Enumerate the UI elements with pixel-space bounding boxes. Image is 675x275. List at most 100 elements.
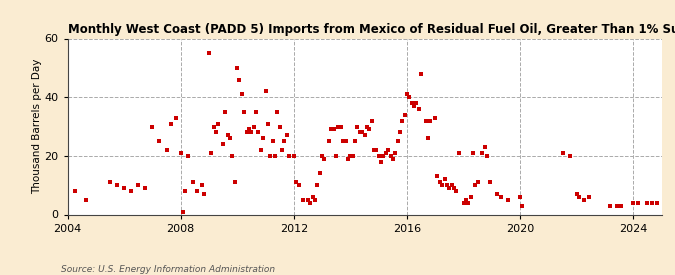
Point: [329, 127, 340, 132]
Point: [223, 133, 234, 138]
Point: [647, 200, 657, 205]
Point: [628, 200, 639, 205]
Point: [230, 180, 240, 185]
Point: [198, 192, 209, 196]
Point: [326, 127, 337, 132]
Point: [267, 139, 278, 143]
Point: [383, 148, 394, 152]
Point: [400, 112, 410, 117]
Point: [612, 204, 622, 208]
Point: [69, 189, 80, 193]
Point: [255, 148, 266, 152]
Point: [385, 154, 396, 158]
Point: [220, 110, 231, 114]
Point: [451, 189, 462, 193]
Point: [361, 124, 372, 129]
Point: [470, 183, 481, 187]
Point: [491, 192, 502, 196]
Point: [206, 151, 217, 155]
Point: [477, 151, 488, 155]
Point: [413, 107, 424, 111]
Point: [441, 183, 452, 187]
Point: [253, 130, 264, 134]
Point: [293, 183, 304, 187]
Point: [217, 142, 228, 146]
Point: [170, 116, 181, 120]
Point: [310, 198, 321, 202]
Point: [340, 139, 351, 143]
Point: [375, 160, 386, 164]
Point: [239, 110, 250, 114]
Point: [481, 154, 492, 158]
Point: [315, 171, 325, 176]
Point: [359, 133, 370, 138]
Point: [408, 104, 419, 108]
Point: [192, 189, 202, 193]
Point: [234, 77, 245, 82]
Point: [274, 124, 285, 129]
Point: [111, 183, 122, 187]
Point: [583, 195, 594, 199]
Point: [574, 195, 585, 199]
Point: [495, 195, 506, 199]
Point: [263, 121, 273, 126]
Point: [324, 139, 335, 143]
Point: [248, 124, 259, 129]
Point: [213, 121, 223, 126]
Point: [463, 200, 474, 205]
Point: [258, 136, 269, 141]
Point: [380, 151, 391, 155]
Point: [454, 151, 464, 155]
Point: [557, 151, 568, 155]
Point: [373, 154, 384, 158]
Point: [154, 139, 165, 143]
Point: [279, 139, 290, 143]
Point: [357, 130, 368, 134]
Point: [404, 95, 414, 99]
Point: [366, 119, 377, 123]
Point: [479, 145, 490, 149]
Point: [432, 174, 443, 178]
Point: [251, 110, 262, 114]
Point: [416, 72, 427, 76]
Point: [244, 127, 254, 132]
Point: [178, 209, 188, 214]
Point: [288, 154, 299, 158]
Point: [387, 156, 398, 161]
Point: [241, 130, 252, 134]
Point: [369, 148, 379, 152]
Point: [444, 186, 455, 190]
Point: [187, 180, 198, 185]
Point: [166, 121, 177, 126]
Point: [269, 154, 280, 158]
Point: [472, 180, 483, 185]
Point: [140, 186, 151, 190]
Point: [651, 200, 662, 205]
Point: [402, 92, 412, 97]
Point: [305, 200, 316, 205]
Point: [364, 127, 375, 132]
Point: [430, 116, 441, 120]
Point: [371, 148, 382, 152]
Point: [435, 180, 446, 185]
Point: [343, 156, 354, 161]
Point: [81, 198, 92, 202]
Y-axis label: Thousand Barrels per Day: Thousand Barrels per Day: [32, 59, 42, 194]
Point: [133, 183, 144, 187]
Point: [272, 110, 283, 114]
Point: [335, 124, 346, 129]
Point: [465, 195, 476, 199]
Point: [126, 189, 136, 193]
Point: [161, 148, 172, 152]
Text: Source: U.S. Energy Information Administration: Source: U.S. Energy Information Administ…: [61, 265, 275, 274]
Point: [307, 195, 318, 199]
Point: [291, 180, 302, 185]
Point: [458, 200, 469, 205]
Point: [467, 151, 478, 155]
Point: [260, 89, 271, 94]
Point: [423, 136, 433, 141]
Point: [616, 204, 626, 208]
Point: [209, 124, 219, 129]
Point: [211, 130, 221, 134]
Point: [411, 101, 422, 105]
